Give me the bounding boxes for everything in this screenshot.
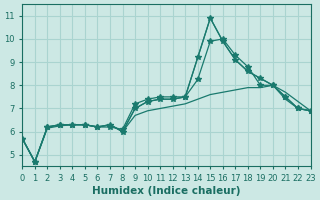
X-axis label: Humidex (Indice chaleur): Humidex (Indice chaleur) — [92, 186, 241, 196]
